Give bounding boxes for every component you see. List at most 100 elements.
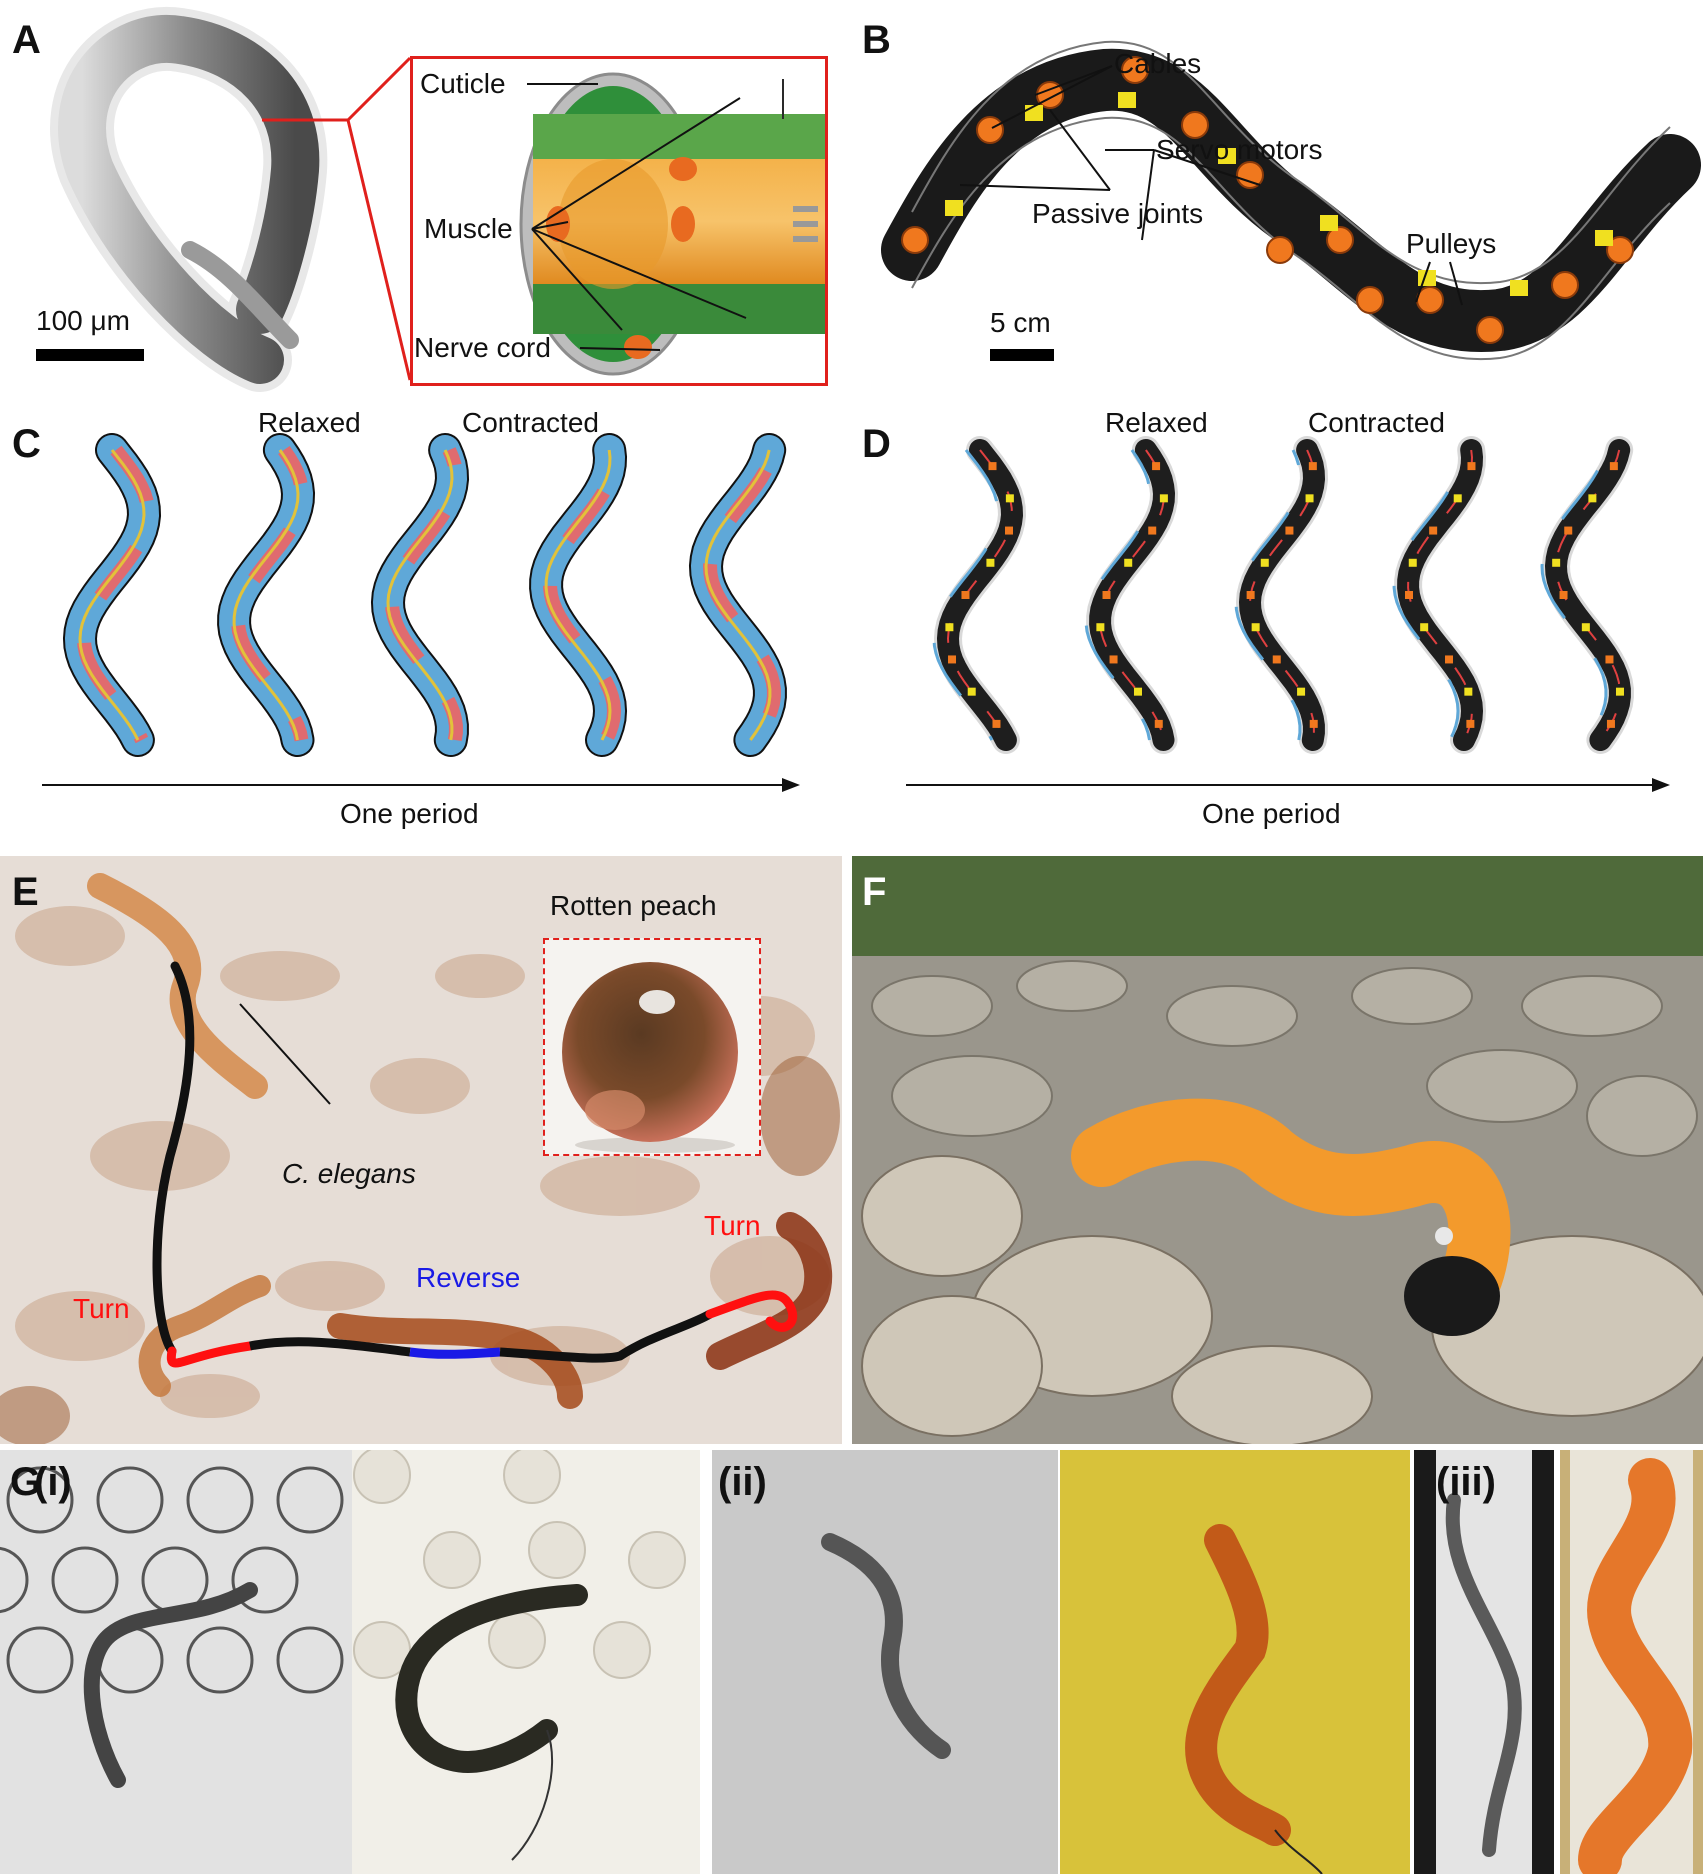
- panel-label-e: E: [12, 870, 39, 914]
- rotten-peach-inset: [543, 938, 761, 1156]
- panel-label-g-ii: (ii): [718, 1460, 767, 1504]
- robot-module: [1606, 719, 1615, 728]
- robot-module: [1467, 462, 1476, 471]
- g-iii-robot-image: [1560, 1450, 1703, 1874]
- robot-module: [948, 655, 957, 664]
- robot-module: [1154, 719, 1163, 728]
- robot-module: [1260, 558, 1269, 567]
- robot-module: [1581, 623, 1590, 632]
- zoom-connector: [262, 56, 412, 381]
- label-turn-right: Turn: [704, 1210, 761, 1241]
- robot-module: [961, 591, 970, 599]
- robot-module: [1109, 655, 1118, 664]
- panel-e: Rotten peach E C. elegans Turn Reverse T…: [0, 856, 842, 1444]
- robot-frame: [1540, 436, 1634, 754]
- label-relaxed-d: Relaxed: [1105, 407, 1208, 438]
- g-ii-worm: [712, 1450, 1058, 1874]
- worm-frame: [688, 433, 787, 757]
- robot-module: [1552, 558, 1561, 567]
- label-cuticle: Cuticle: [420, 68, 506, 99]
- g-ii-worm-image: [821, 1533, 951, 1759]
- label-relaxed-c: Relaxed: [258, 407, 361, 438]
- scale-label-a: 100 μm: [36, 305, 130, 336]
- panel-label-d: D: [862, 422, 891, 466]
- panel-label-a: A: [12, 18, 41, 62]
- scale-bar-b: [990, 349, 1054, 361]
- leader-lines-b: [959, 65, 1463, 306]
- worm-sem-image: [50, 6, 328, 392]
- robot-module: [992, 719, 1001, 728]
- robot-module: [1148, 526, 1157, 535]
- label-turn-left: Turn: [73, 1293, 130, 1324]
- robot-module: [1559, 591, 1568, 599]
- period-arrow-c: [42, 778, 800, 792]
- robot-frame: [1392, 436, 1487, 754]
- panel-label-g-i: (i): [34, 1460, 72, 1504]
- robot-module: [1297, 687, 1306, 696]
- robot-module: [1272, 655, 1281, 664]
- robot-module: [1096, 623, 1105, 632]
- panel-label-f: F: [862, 870, 887, 914]
- robot-module: [1404, 591, 1413, 599]
- g-iii-robot-channel: [1560, 1450, 1703, 1874]
- robot-photo: [881, 40, 1701, 361]
- robot-module: [1605, 655, 1614, 664]
- worm-frame: [370, 433, 470, 757]
- g-ii-robot-sand: [1060, 1450, 1410, 1874]
- g-i-robot-image: [353, 1450, 686, 1861]
- worm-frame: [217, 433, 316, 757]
- robot-module: [1251, 623, 1260, 632]
- panel-f: F: [852, 856, 1703, 1444]
- robot-module: [988, 462, 997, 471]
- panel-c: C Relaxed Contracted One period: [0, 400, 850, 840]
- label-contracted-d: Contracted: [1308, 407, 1445, 438]
- g-i-worm-image: [0, 1466, 344, 1788]
- scale-bar-a: [36, 349, 144, 361]
- g-iii-worm-image: [1414, 1450, 1554, 1874]
- robot-frame: [1084, 436, 1179, 754]
- robot-module: [1102, 591, 1111, 599]
- robot-module: [1564, 526, 1573, 535]
- robot-module: [1429, 526, 1438, 535]
- panel-label-g-iii: (iii): [1436, 1460, 1496, 1504]
- panel-a: A 100 μm: [0, 0, 850, 400]
- inset-title-e: Rotten peach: [550, 890, 717, 921]
- panel-label-c: C: [12, 422, 41, 466]
- panel-d: D Relaxed Contracted One period: [850, 400, 1703, 840]
- leader-lines-a: [527, 83, 747, 351]
- peach-image: [562, 962, 738, 1153]
- robot-module: [1305, 494, 1314, 503]
- panel-b: B Cables Servo motors Passive joints Pul…: [850, 0, 1703, 400]
- panel-label-g: G: [10, 1460, 42, 1504]
- label-contracted-c: Contracted: [462, 407, 599, 438]
- robot-sequence-d: [932, 436, 1634, 754]
- g-iii-worm-channel: [1414, 1450, 1554, 1874]
- worm-frame: [62, 433, 162, 757]
- period-label-c: One period: [340, 798, 479, 829]
- label-muscle: Muscle: [424, 213, 513, 244]
- robot-module: [1609, 462, 1618, 471]
- robot-module: [1453, 494, 1462, 503]
- robot-module: [945, 623, 954, 632]
- label-species: C. elegans: [282, 1158, 416, 1189]
- scale-label-b: 5 cm: [990, 307, 1051, 338]
- label-reverse: Reverse: [416, 1262, 521, 1293]
- robot-module: [1152, 462, 1161, 471]
- robot-module: [1005, 526, 1014, 535]
- panel-label-b: B: [862, 18, 891, 62]
- robot-frame: [932, 436, 1027, 754]
- label-nerve-cord: Nerve cord: [414, 332, 551, 363]
- period-arrow-d: [906, 778, 1670, 792]
- label-cables: Cables: [1114, 48, 1202, 79]
- panel-g: G (i) (ii) (iii): [0, 1450, 1703, 1874]
- period-label-d: One period: [1202, 798, 1341, 829]
- label-passive-joints: Passive joints: [1032, 198, 1204, 229]
- g-i-worm-pillars: [0, 1450, 352, 1874]
- robot-module: [967, 687, 976, 696]
- robot-module: [1005, 494, 1014, 503]
- robot-module: [1246, 591, 1255, 599]
- robot-module: [1420, 623, 1429, 632]
- g-i-robot-pillars: [352, 1450, 700, 1874]
- rock-field-photo: [852, 856, 1703, 1444]
- worm-sequence-c: [62, 433, 787, 757]
